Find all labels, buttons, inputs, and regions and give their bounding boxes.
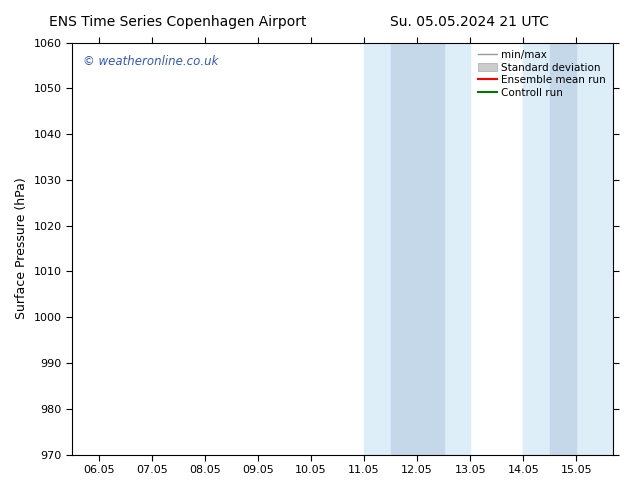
Bar — [391, 43, 444, 455]
Bar — [523, 43, 614, 455]
Text: © weatheronline.co.uk: © weatheronline.co.uk — [83, 55, 218, 68]
Text: Su. 05.05.2024 21 UTC: Su. 05.05.2024 21 UTC — [390, 15, 548, 29]
Y-axis label: Surface Pressure (hPa): Surface Pressure (hPa) — [15, 178, 28, 319]
Text: ENS Time Series Copenhagen Airport: ENS Time Series Copenhagen Airport — [49, 15, 306, 29]
Bar — [364, 43, 470, 455]
Legend: min/max, Standard deviation, Ensemble mean run, Controll run: min/max, Standard deviation, Ensemble me… — [476, 48, 608, 100]
Bar — [550, 43, 576, 455]
